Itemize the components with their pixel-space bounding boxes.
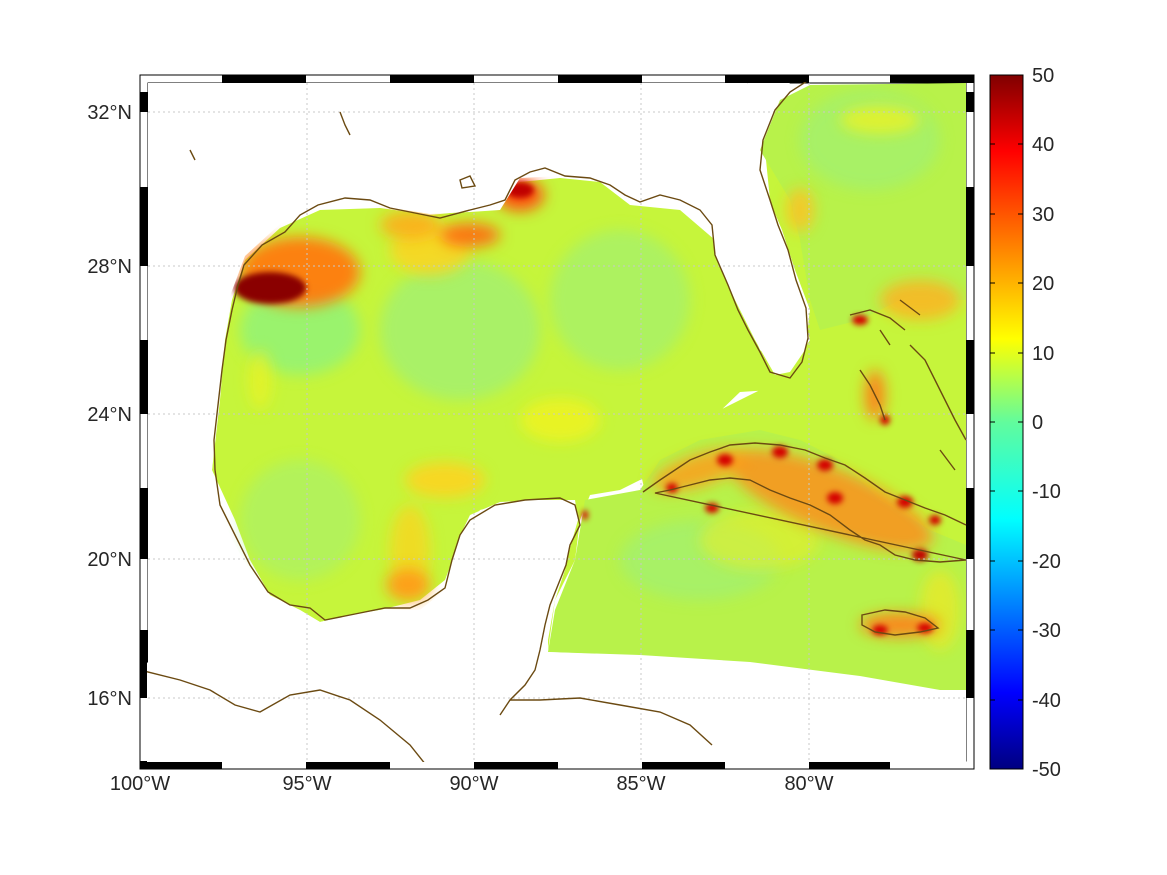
frame-border-bottom: [140, 761, 890, 769]
x-tick-80w: 80°W: [784, 773, 833, 795]
frame-border-right: [966, 92, 974, 698]
land-mask-florida: [630, 83, 810, 375]
coast-us-gulf: [213, 82, 809, 471]
colorbar-gradient: [989, 74, 1024, 770]
intense-spots: [234, 182, 941, 635]
coast-bahamas: [849, 299, 967, 471]
y-tick-32n: 32°N: [87, 102, 132, 124]
colorbar-label: 20: [1032, 273, 1054, 295]
coast-jamaica: [861, 609, 940, 636]
coast-mexico: [214, 469, 581, 716]
colorbar-label: -40: [1032, 690, 1061, 712]
colorbar-label: 30: [1032, 204, 1054, 226]
colorbar-label: -50: [1032, 759, 1061, 781]
frame-border-top: [222, 75, 974, 83]
land-mask-us: [148, 83, 748, 622]
y-tick-28n: 28°N: [87, 256, 132, 278]
colorbar-labels: 50 40 30 20 10 0 -10 -20 -30 -40 -50: [1032, 65, 1061, 781]
colorbar-label: 10: [1032, 343, 1054, 365]
y-tick-labels: 32°N 28°N 24°N 20°N 16°N: [87, 102, 132, 710]
colorbar-label: 50: [1032, 65, 1054, 87]
x-tick-85w: 85°W: [616, 773, 665, 795]
colorbar-ticks: [990, 74, 1023, 770]
y-tick-16n: 16°N: [87, 688, 132, 710]
field-layer: [147, 82, 967, 762]
x-tick-95w: 95°W: [282, 773, 331, 795]
colorbar-label: 40: [1032, 134, 1054, 156]
coastlines: [147, 82, 967, 762]
x-tick-90w: 90°W: [449, 773, 498, 795]
coast-islands-north: [189, 111, 477, 189]
x-tick-labels: 100°W 95°W 90°W 85°W 80°W: [110, 773, 834, 795]
colorbar-label: -20: [1032, 551, 1061, 573]
frame-border-left: [140, 92, 148, 698]
colorbar-label: 0: [1032, 412, 1043, 434]
colorbar: 50 40 30 20 10 0 -10 -20 -30 -40 -50: [989, 65, 1061, 781]
colorbar-label: -10: [1032, 481, 1061, 503]
coast-honduras: [510, 697, 713, 746]
y-tick-24n: 24°N: [87, 404, 132, 426]
x-tick-100w: 100°W: [110, 773, 170, 795]
y-tick-20n: 20°N: [87, 549, 132, 571]
land-mask-mexico: [148, 610, 545, 762]
grid-lines: [148, 83, 966, 761]
coast-cuba: [642, 442, 967, 563]
colorbar-label: -30: [1032, 620, 1061, 642]
coast-central-america: [147, 671, 425, 762]
